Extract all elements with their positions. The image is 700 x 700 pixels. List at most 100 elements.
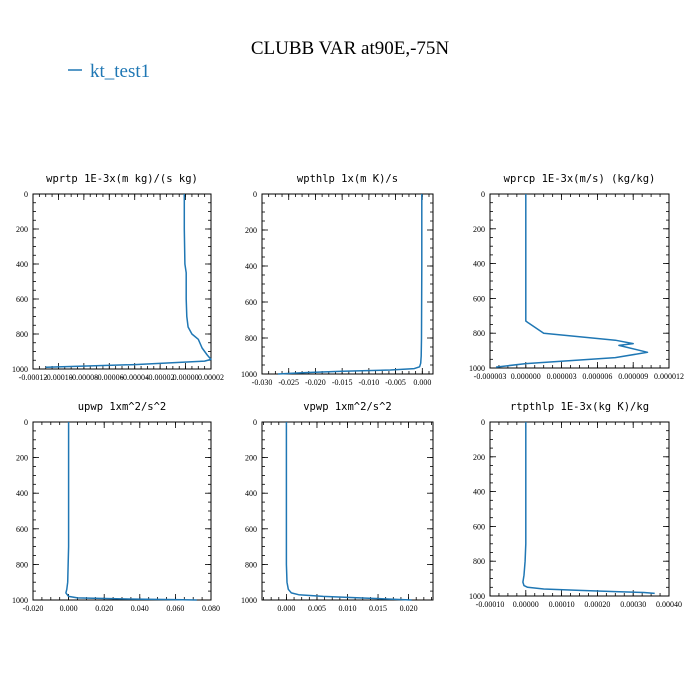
xtick-label-vpwp: 0.020 <box>400 604 418 613</box>
xtick-label-wprtp: -0.00010 <box>44 373 73 382</box>
ytick-label-wprtp: 1000 <box>12 365 28 374</box>
xtick-label-wprcp: 0.000006 <box>582 372 612 381</box>
xtick-label-upwp: 0.040 <box>131 604 149 613</box>
xtick-label-rtpthlp: 0.00020 <box>584 600 610 609</box>
xtick-label-wpthlp: 0.000 <box>413 378 431 387</box>
panel-title-upwp: upwp 1xm^2/s^2 <box>78 401 167 413</box>
plot-frame-upwp <box>32 421 212 601</box>
xtick-label-rtpthlp: -0.00010 <box>476 600 505 609</box>
panel-title-wprtp: wprtp 1E-3x(m kg)/(s kg) <box>46 173 198 185</box>
xtick-label-rtpthlp: 0.00000 <box>513 600 539 609</box>
ytick-label-wpthlp: 800 <box>245 334 257 343</box>
xtick-label-vpwp: 0.000 <box>277 604 295 613</box>
xtick-label-wprtp: -0.00012 <box>19 373 48 382</box>
plot-frame-vpwp <box>261 421 434 601</box>
xtick-label-wpthlp: -0.025 <box>278 378 299 387</box>
ytick-label-rtpthlp: 0 <box>481 418 485 427</box>
ytick-label-upwp: 200 <box>16 454 28 463</box>
xtick-label-wprcp: 0.000012 <box>654 372 684 381</box>
ytick-label-wprcp: 0 <box>481 190 485 199</box>
ytick-label-wprcp: 200 <box>473 225 485 234</box>
xtick-label-wpthlp: -0.015 <box>332 378 353 387</box>
figure-title: CLUBB VAR at90E,-75N <box>251 38 450 59</box>
ytick-label-wprtp: 600 <box>16 295 28 304</box>
series-line-rtpthlp <box>522 422 655 595</box>
ytick-label-rtpthlp: 1000 <box>469 592 485 601</box>
ytick-label-vpwp: 1000 <box>241 596 257 605</box>
ytick-label-upwp: 600 <box>16 525 28 534</box>
series-line-wprcp <box>495 194 649 368</box>
xtick-label-wpthlp: -0.005 <box>385 378 406 387</box>
ytick-label-wprtp: 200 <box>16 225 28 234</box>
xtick-label-rtpthlp: 0.00030 <box>620 600 646 609</box>
series-line-upwp <box>65 422 197 601</box>
xtick-label-vpwp: 0.005 <box>308 604 326 613</box>
ytick-label-vpwp: 0 <box>253 418 257 427</box>
xtick-label-vpwp: 0.010 <box>339 604 357 613</box>
xtick-label-upwp: 0.060 <box>166 604 184 613</box>
panel-wpthlp: wpthlp 1x(m K)/s02004006008001000-0.030-… <box>241 173 434 387</box>
ytick-label-vpwp: 800 <box>245 560 257 569</box>
xtick-label-wprtp: -0.00004 <box>120 373 149 382</box>
ytick-label-vpwp: 200 <box>245 454 257 463</box>
ytick-label-wprcp: 400 <box>473 260 485 269</box>
series-line-wprtp <box>45 194 212 369</box>
ytick-label-upwp: 0 <box>24 418 28 427</box>
xtick-label-wprtp: -0.00002 <box>146 373 175 382</box>
xtick-label-upwp: 0.080 <box>202 604 220 613</box>
series-line-wpthlp <box>277 194 423 375</box>
ytick-label-rtpthlp: 800 <box>473 557 485 566</box>
ytick-label-wprcp: 600 <box>473 294 485 303</box>
ytick-label-wprcp: 1000 <box>469 364 485 373</box>
panel-upwp: upwp 1xm^2/s^2 0 200 400 600 800 1000-0.020 0.0… <box>12 401 220 613</box>
xtick-label-vpwp: 0.015 <box>369 604 387 613</box>
ytick-label-wpthlp: 1000 <box>241 370 257 379</box>
ytick-label-wpthlp: 600 <box>245 298 257 307</box>
panel-vpwp: vpwp 1xm^2/s^2 0 200 400 600 800 1000 0.000 0.00… <box>241 401 434 613</box>
ytick-label-wprtp: 800 <box>16 330 28 339</box>
legend-label-kt-test1: kt_test1 <box>90 61 150 82</box>
plot-frame-wprcp <box>489 193 670 369</box>
xtick-label-upwp: 0.000 <box>60 604 78 613</box>
xtick-label-wprtp: 0.00000 <box>173 373 199 382</box>
ytick-label-upwp: 1000 <box>12 596 28 605</box>
panel-title-rtpthlp: rtpthlp 1E-3x(kg K)/kg <box>510 401 649 413</box>
xtick-label-upwp: -0.020 <box>23 604 44 613</box>
xtick-label-wpthlp: -0.010 <box>359 378 380 387</box>
series-line-vpwp <box>285 422 412 601</box>
ytick-label-wprcp: 800 <box>473 329 485 338</box>
ytick-label-vpwp: 600 <box>245 525 257 534</box>
xtick-label-wprtp: -0.00008 <box>70 373 99 382</box>
ytick-label-rtpthlp: 200 <box>473 453 485 462</box>
ytick-label-upwp: 800 <box>16 560 28 569</box>
xtick-label-wprtp: 0.00002 <box>198 373 224 382</box>
ytick-label-vpwp: 400 <box>245 489 257 498</box>
panel-rtpthlp: rtpthlp 1E-3x(kg K)/kg 0 200 400 600 800 1000-… <box>469 401 682 609</box>
xtick-label-wpthlp: -0.020 <box>305 378 326 387</box>
panel-title-wprcp: wprcp 1E-3x(m/s) (kg/kg) <box>504 173 656 185</box>
xtick-label-wprtp: -0.00006 <box>95 373 124 382</box>
plot-frame-wpthlp <box>261 193 434 375</box>
panel-title-wpthlp: wpthlp 1x(m K)/s <box>297 173 398 185</box>
plot-frame-rtpthlp <box>489 421 670 597</box>
ytick-label-upwp: 400 <box>16 489 28 498</box>
ytick-label-wpthlp: 0 <box>253 190 257 199</box>
panel-title-vpwp: vpwp 1xm^2/s^2 <box>303 401 392 413</box>
xtick-label-rtpthlp: 0.00010 <box>549 600 575 609</box>
ytick-label-rtpthlp: 600 <box>473 522 485 531</box>
xtick-label-wprcp: 0.000009 <box>618 372 648 381</box>
ytick-label-wpthlp: 400 <box>245 262 257 271</box>
panel-wprtp: wprtp 1E-3x(m kg)/(s kg) 0 200 400 600 800 100… <box>12 173 224 382</box>
xtick-label-rtpthlp: 0.00040 <box>656 600 682 609</box>
xtick-label-wpthlp: -0.030 <box>252 378 273 387</box>
legend: kt_test1 <box>68 61 150 82</box>
xtick-label-upwp: 0.020 <box>95 604 113 613</box>
panel-grid: wprtp 1E-3x(m kg)/(s kg) 0 200 400 600 800 100… <box>12 173 684 613</box>
panel-wprcp: wprcp 1E-3x(m/s) (kg/kg) 0 200 400 600 800 100… <box>469 173 684 381</box>
ytick-label-rtpthlp: 400 <box>473 488 485 497</box>
xtick-label-wprcp: 0.000003 <box>547 372 577 381</box>
xtick-label-wprcp: -0.000003 <box>474 372 507 381</box>
ytick-label-wpthlp: 200 <box>245 226 257 235</box>
ytick-label-wprtp: 400 <box>16 260 28 269</box>
